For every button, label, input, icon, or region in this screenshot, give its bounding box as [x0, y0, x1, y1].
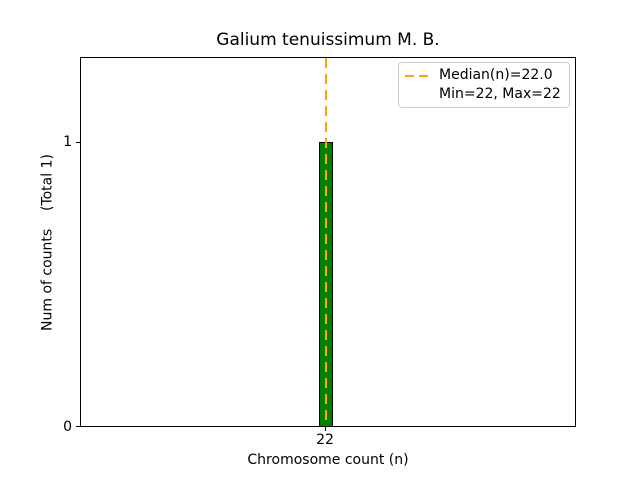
y-tick-mark-0: [76, 426, 80, 427]
y-axis-label: Num of counts (Total 1): [39, 154, 56, 331]
orange-dashed-line-icon: [405, 74, 431, 77]
x-tick-mark-22: [325, 427, 326, 431]
legend-label-minmax: Min=22, Max=22: [439, 86, 561, 102]
legend-handle-spacer: [405, 94, 431, 96]
legend-label-median: Median(n)=22.0: [439, 67, 553, 83]
y-tick-label-1: 1: [63, 134, 72, 150]
legend-entry-median: Median(n)=22.0: [405, 66, 561, 85]
y-tick-label-0: 0: [63, 419, 72, 435]
plot-area: [80, 57, 576, 427]
x-axis-label: Chromosome count (n): [247, 452, 409, 468]
legend: Median(n)=22.0 Min=22, Max=22: [398, 62, 570, 108]
x-tick-label-22: 22: [316, 432, 334, 448]
median-line: [325, 58, 327, 426]
chart-title: Galium tenuissimum M. B.: [216, 30, 440, 50]
y-tick-mark-1: [76, 142, 80, 143]
legend-entry-minmax: Min=22, Max=22: [405, 85, 561, 104]
